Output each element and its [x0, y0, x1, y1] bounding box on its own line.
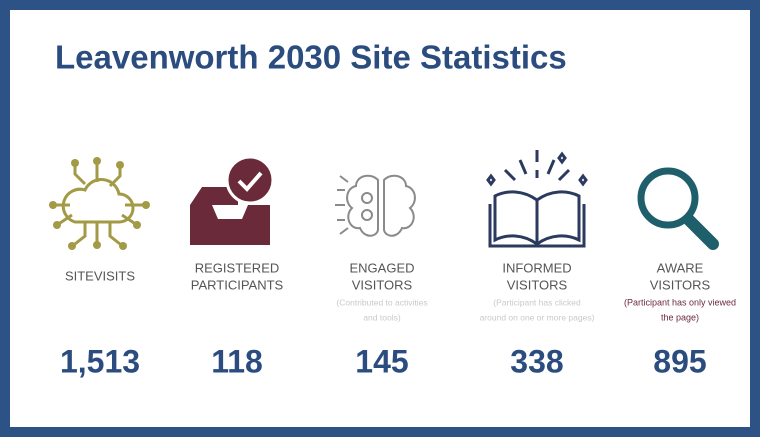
stat-label: VISITORS — [650, 277, 711, 292]
stat-note: (Participant has clicked — [493, 297, 581, 307]
cloud-icon — [56, 164, 143, 246]
brain-icon — [335, 174, 416, 237]
stat-label: PARTICIPANTS — [191, 277, 284, 292]
stat-value: 145 — [355, 343, 408, 379]
cloud-dots — [49, 157, 150, 250]
stat-value: 1,513 — [60, 343, 140, 379]
stat-note: (Participant has only viewed — [624, 297, 736, 307]
stat-value: 338 — [510, 343, 563, 379]
stat-label: REGISTERED — [195, 260, 280, 275]
stat-label: SITEVISITS — [65, 268, 135, 283]
stat-note: and tools) — [363, 312, 400, 322]
stat-value: 118 — [211, 343, 263, 379]
stat-label: ENGAGED — [349, 260, 414, 275]
stat-label: AWARE — [657, 260, 704, 275]
stat-note: around on one or more pages) — [480, 312, 595, 322]
stat-label: INFORMED — [502, 260, 571, 275]
stat-value: 895 — [653, 343, 706, 379]
stats: SITEVISITS 1,513 REGISTERED PARTICIPANTS 118… — [60, 260, 736, 379]
inbox-icon — [190, 155, 275, 245]
book-icon — [486, 150, 588, 248]
title: Leavenworth 2030 Site Statistics — [55, 39, 567, 76]
stat-note: the page) — [661, 312, 699, 322]
stat-note: (Contributed to activities — [336, 297, 427, 307]
stat-label: VISITORS — [352, 277, 413, 292]
magnifier-icon — [637, 167, 719, 250]
stat-label: VISITORS — [507, 277, 568, 292]
